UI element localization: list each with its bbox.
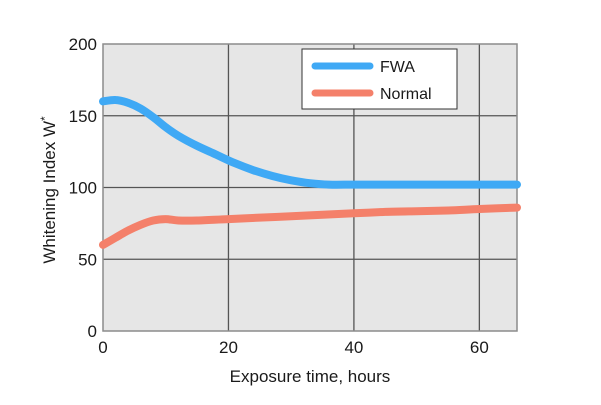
y-tick-label: 150 [69, 107, 97, 126]
y-axis-label-superscript: * [38, 116, 52, 121]
x-axis-label: Exposure time, hours [230, 367, 391, 386]
series-group [99, 95, 521, 249]
y-tick-label: 200 [69, 35, 97, 54]
series-line-fwa [99, 95, 521, 189]
legend-label-normal: Normal [380, 86, 432, 103]
legend: FWA Normal [301, 48, 458, 110]
x-tick-label: 60 [470, 338, 489, 357]
series-line-normal [99, 203, 521, 249]
y-axis-label-text: Whitening Index W [40, 121, 59, 264]
tick-labels: 0 50 100 150 200 0 20 40 60 [69, 35, 489, 357]
y-axis-label: Whitening Index W* [38, 116, 59, 264]
x-tick-label: 40 [344, 338, 363, 357]
y-tick-label: 100 [69, 179, 97, 198]
y-tick-label: 0 [88, 322, 97, 341]
y-tick-label: 50 [78, 250, 97, 269]
x-tick-label: 20 [219, 338, 238, 357]
x-tick-label: 0 [98, 338, 107, 357]
legend-box [301, 48, 458, 110]
legend-label-fwa: FWA [380, 59, 415, 76]
